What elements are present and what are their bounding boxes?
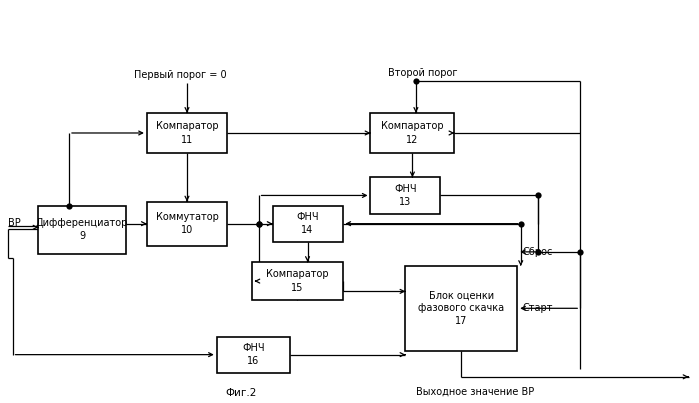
Text: Первый порог = 0: Первый порог = 0	[134, 70, 226, 79]
Text: ФНЧ
16: ФНЧ 16	[242, 343, 265, 366]
Text: ФНЧ
14: ФНЧ 14	[296, 212, 319, 235]
Text: Старт: Старт	[522, 303, 553, 313]
Text: Компаратор
12: Компаратор 12	[381, 121, 444, 145]
Bar	[370, 177, 440, 214]
Bar	[147, 202, 227, 246]
Text: Блок оценки
фазового скачка
17: Блок оценки фазового скачка 17	[418, 290, 505, 326]
Bar	[273, 206, 343, 242]
Bar	[147, 113, 227, 153]
Bar	[252, 262, 343, 300]
Text: Компаратор
11: Компаратор 11	[156, 121, 218, 145]
Bar	[217, 337, 290, 373]
Bar	[38, 206, 126, 254]
Text: Дифференциатор
9: Дифференциатор 9	[36, 218, 129, 241]
Text: Фиг.2: Фиг.2	[226, 388, 257, 398]
Text: Коммутатор
10: Коммутатор 10	[156, 212, 218, 235]
Text: Второй порог: Второй порог	[388, 68, 458, 77]
Bar	[405, 266, 517, 351]
Text: Выходное значение ВР: Выходное значение ВР	[416, 387, 535, 397]
Text: Сброс: Сброс	[522, 247, 552, 257]
Bar	[370, 113, 454, 153]
Text: ВР: ВР	[8, 218, 21, 228]
Text: ФНЧ
13: ФНЧ 13	[394, 184, 417, 207]
Text: Компаратор
15: Компаратор 15	[266, 270, 329, 293]
